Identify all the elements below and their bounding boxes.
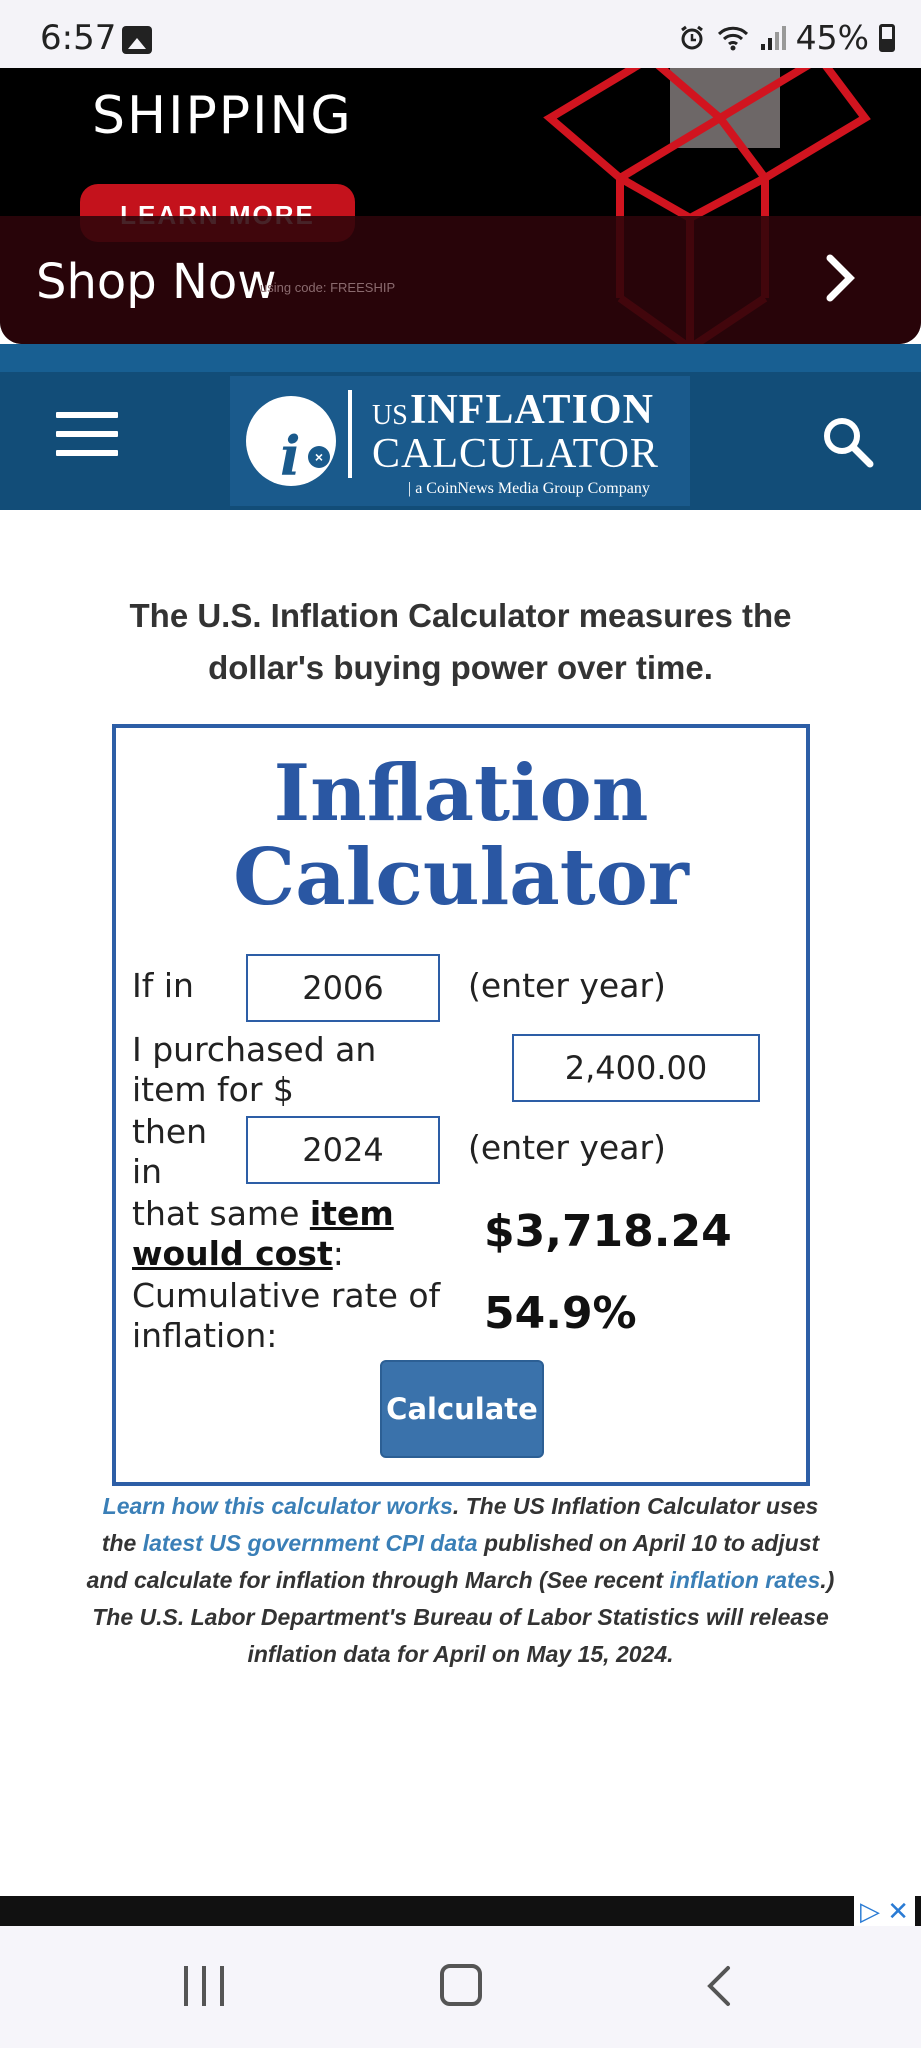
status-bar: 6:57 45% [0,0,921,68]
status-time: 6:57 [40,18,117,58]
signal-icon [760,25,786,50]
ad-overlay [0,216,921,344]
alarm-icon [680,25,703,49]
note-text-1: . The US Inflation Calculator uses the [101,1493,819,1556]
inflation-rates-link[interactable]: inflation rates [669,1567,821,1593]
enter-year-hint-1: (enter year) [468,966,666,1005]
logo-tagline: | a CoinNews Media Group Company [408,480,650,497]
logo-i: i [280,424,301,488]
cumulative-result: 54.9% [484,1288,637,1339]
cost-result: $3,718.24 [484,1206,732,1257]
cost-label-suffix: : [332,1234,344,1273]
search-icon[interactable] [818,412,876,470]
calculator-title-line2: Calculator [233,832,689,923]
item-would-cost-link[interactable]: item would cost [132,1194,394,1273]
calculate-button[interactable]: Calculate [380,1360,544,1458]
logo-divider [348,390,352,478]
purchased-label: I purchased an item for $ [132,1030,377,1109]
cost-label: that same item would cost: [132,1194,472,1274]
system-nav-bar [0,1926,921,2048]
menu-icon[interactable] [56,412,118,462]
chevron-right-icon[interactable] [812,250,868,306]
back-icon[interactable] [700,1962,740,2010]
site-logo[interactable]: i × US INFLATION CALCULATOR | a CoinNews… [230,376,690,506]
if-in-label: If in [132,966,194,1005]
note-text-3: .) The U.S. Labor Department's Bureau of… [92,1567,835,1667]
ad-close-icon[interactable]: ▷ ✕ [853,1896,915,1926]
site-header: i × US INFLATION CALCULATOR | a CoinNews… [0,372,921,510]
ad-shop-now[interactable]: Shop Now [36,254,277,310]
then-in-label: then in [132,1112,208,1191]
cumulative-label: Cumulative rate of inflation: [132,1276,441,1355]
recent-apps-icon[interactable] [184,1966,224,2006]
bottom-ad[interactable]: ▷ ✕ [0,1896,921,1926]
learn-how-link[interactable]: Learn how this calculator works [102,1493,453,1519]
logo-x-icon: × [308,446,330,468]
battery-icon [879,23,895,52]
calculator-title: Inflation Calculator [116,752,806,920]
calculator-title-line1: Inflation [273,748,649,839]
home-icon[interactable] [440,1964,482,2006]
start-year-input[interactable] [246,954,440,1022]
header-strip [0,344,921,372]
logo-us: US [372,400,408,431]
ad-code-text: using code: FREESHIP [260,280,396,295]
intro-text: The U.S. Inflation Calculator measures t… [129,597,792,686]
enter-year-hint-2: (enter year) [468,1128,666,1167]
amount-input[interactable] [512,1034,760,1102]
cpi-data-link[interactable]: latest US government CPI data [142,1530,478,1556]
wifi-icon [717,26,748,50]
gallery-icon [122,26,152,54]
logo-mark: i × [246,396,336,488]
cost-label-prefix: that same [132,1194,310,1233]
ad-banner[interactable]: SHIPPING LEARN MORE Shop Now using code:… [0,68,921,344]
status-icons: 45% [678,18,895,57]
ad-headline: SHIPPING [92,86,353,146]
inflation-calculator: Inflation Calculator If in (enter year) … [112,724,810,1486]
logo-calculator: CALCULATOR [372,431,659,477]
calculator-note: Learn how this calculator works. The US … [86,1488,835,1673]
battery-percent: 45% [795,18,869,57]
end-year-input[interactable] [246,1116,440,1184]
logo-inflation: INFLATION [410,387,654,433]
note-text-2: published on April 10 to adjust and calc… [86,1530,820,1593]
